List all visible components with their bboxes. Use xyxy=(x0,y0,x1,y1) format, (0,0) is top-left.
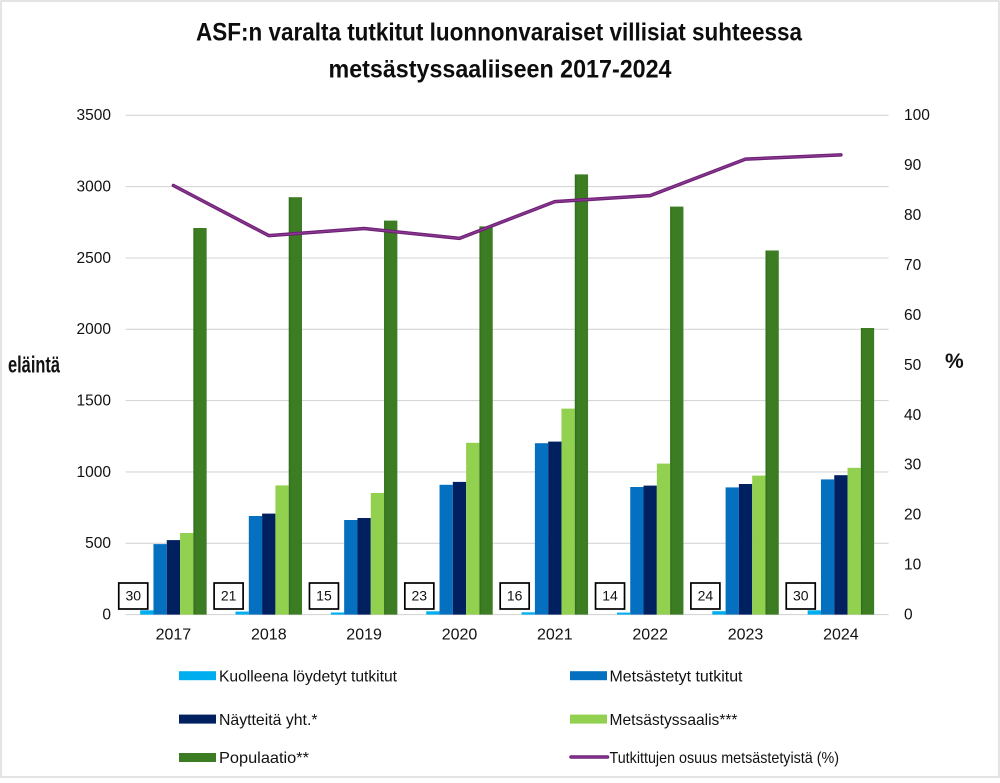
svg-text:21: 21 xyxy=(221,588,237,604)
svg-text:10: 10 xyxy=(904,557,922,574)
svg-text:Populaatio**: Populaatio** xyxy=(219,750,309,767)
svg-text:Metsästetyt tutkitut: Metsästetyt tutkitut xyxy=(610,668,744,685)
svg-text:2500: 2500 xyxy=(77,250,112,267)
svg-text:16: 16 xyxy=(507,588,523,604)
svg-text:24: 24 xyxy=(698,588,714,604)
svg-text:Kuolleena löydetyt tutkitut: Kuolleena löydetyt tutkitut xyxy=(219,668,398,685)
svg-text:1500: 1500 xyxy=(77,393,112,410)
svg-text:14: 14 xyxy=(602,588,618,604)
svg-text:20: 20 xyxy=(904,507,922,524)
svg-text:30: 30 xyxy=(125,588,141,604)
svg-text:30: 30 xyxy=(904,457,922,474)
svg-text:metsästyssaaliiseen 2017-2024: metsästyssaaliiseen 2017-2024 xyxy=(329,56,672,84)
svg-text:Tutkittujen osuus metsästetyis: Tutkittujen osuus metsästetyistä (%) xyxy=(610,750,840,767)
svg-text:0: 0 xyxy=(904,607,913,624)
svg-text:2019: 2019 xyxy=(346,627,382,644)
svg-text:3000: 3000 xyxy=(77,179,112,196)
svg-text:50: 50 xyxy=(904,357,922,374)
svg-text:30: 30 xyxy=(793,588,809,604)
svg-text:1000: 1000 xyxy=(77,464,112,481)
svg-text:2017: 2017 xyxy=(156,627,192,644)
svg-text:Näytteitä yht.*: Näytteitä yht.* xyxy=(219,712,318,729)
svg-text:500: 500 xyxy=(85,535,111,552)
svg-text:60: 60 xyxy=(904,307,922,324)
svg-text:2000: 2000 xyxy=(77,321,112,338)
svg-text:2020: 2020 xyxy=(442,627,478,644)
svg-text:23: 23 xyxy=(412,588,428,604)
svg-text:%: % xyxy=(945,350,964,373)
svg-text:40: 40 xyxy=(904,407,922,424)
svg-text:2021: 2021 xyxy=(537,627,573,644)
svg-text:100: 100 xyxy=(904,107,930,124)
svg-text:90: 90 xyxy=(904,157,922,174)
svg-text:15: 15 xyxy=(316,588,332,604)
svg-text:2018: 2018 xyxy=(251,627,287,644)
svg-text:2022: 2022 xyxy=(632,627,668,644)
svg-text:0: 0 xyxy=(102,607,111,624)
svg-text:Metsästyssaalis***: Metsästyssaalis*** xyxy=(610,712,738,729)
svg-text:ASF:n varalta tutkitut luonnon: ASF:n varalta tutkitut luonnonvaraiset v… xyxy=(196,19,803,47)
svg-text:70: 70 xyxy=(904,257,922,274)
svg-text:2024: 2024 xyxy=(823,627,859,644)
svg-text:3500: 3500 xyxy=(77,107,112,124)
svg-text:eläintä: eläintä xyxy=(8,352,60,378)
svg-text:80: 80 xyxy=(904,207,922,224)
svg-text:2023: 2023 xyxy=(728,627,764,644)
